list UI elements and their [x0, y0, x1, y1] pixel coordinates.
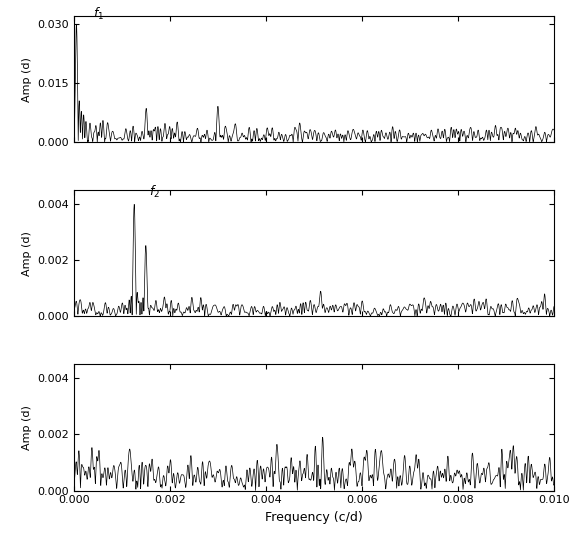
Text: f$_2$: f$_2$: [148, 184, 160, 200]
Text: f$_1$: f$_1$: [94, 6, 104, 22]
Y-axis label: Amp (d): Amp (d): [22, 57, 32, 102]
X-axis label: Frequency (c/d): Frequency (c/d): [265, 511, 363, 524]
Y-axis label: Amp (d): Amp (d): [22, 231, 32, 276]
Y-axis label: Amp (d): Amp (d): [22, 405, 32, 450]
